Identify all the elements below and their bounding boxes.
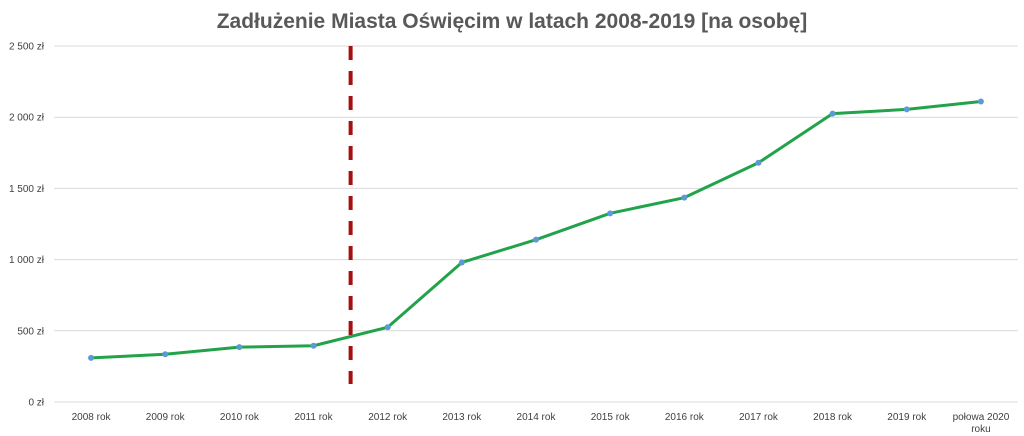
- x-tick-label: 2019 rok: [887, 412, 927, 423]
- series-line: [89, 100, 983, 360]
- data-point: [681, 194, 688, 201]
- x-tick-label: 2014 rok: [517, 412, 557, 423]
- data-point: [607, 210, 614, 217]
- data-point: [829, 110, 836, 117]
- data-point: [458, 259, 465, 266]
- data-point: [310, 342, 317, 349]
- x-tick-label: 2018 rok: [813, 412, 853, 423]
- data-point: [384, 324, 391, 331]
- x-tick-label: 2008 rok: [72, 412, 112, 423]
- x-tick-label: 2011 rok: [294, 412, 333, 423]
- y-tick-label: 1 000 zł: [9, 255, 45, 266]
- x-tick-label: 2012 rok: [368, 412, 408, 423]
- data-point: [977, 98, 984, 105]
- data-point: [533, 236, 539, 243]
- x-tick-label: 2013 rok: [442, 412, 482, 423]
- x-tick-label: 2009 rok: [146, 412, 186, 423]
- data-point: [162, 351, 169, 358]
- y-tick-label: 500 zł: [17, 326, 44, 337]
- y-tick-label: 1 500 zł: [9, 184, 45, 195]
- y-tick-label: 2 000 zł: [9, 113, 45, 124]
- x-tick-label: połowa 2020 roku: [953, 412, 1010, 435]
- data-point: [236, 344, 243, 351]
- data-point: [88, 354, 95, 361]
- data-point: [755, 159, 762, 166]
- x-tick-label: 2016 rok: [665, 412, 705, 423]
- data-point: [903, 106, 910, 113]
- x-tick-label: 2017 rok: [739, 412, 779, 423]
- x-tick-label: 2015 rok: [591, 412, 631, 423]
- chart-title: Zadłużenie Miasta Oświęcim w latach 2008…: [216, 10, 808, 33]
- y-tick-label: 0 zł: [28, 398, 44, 409]
- x-tick-label: 2010 rok: [220, 412, 260, 423]
- y-tick-label: 2 500 zł: [9, 42, 45, 53]
